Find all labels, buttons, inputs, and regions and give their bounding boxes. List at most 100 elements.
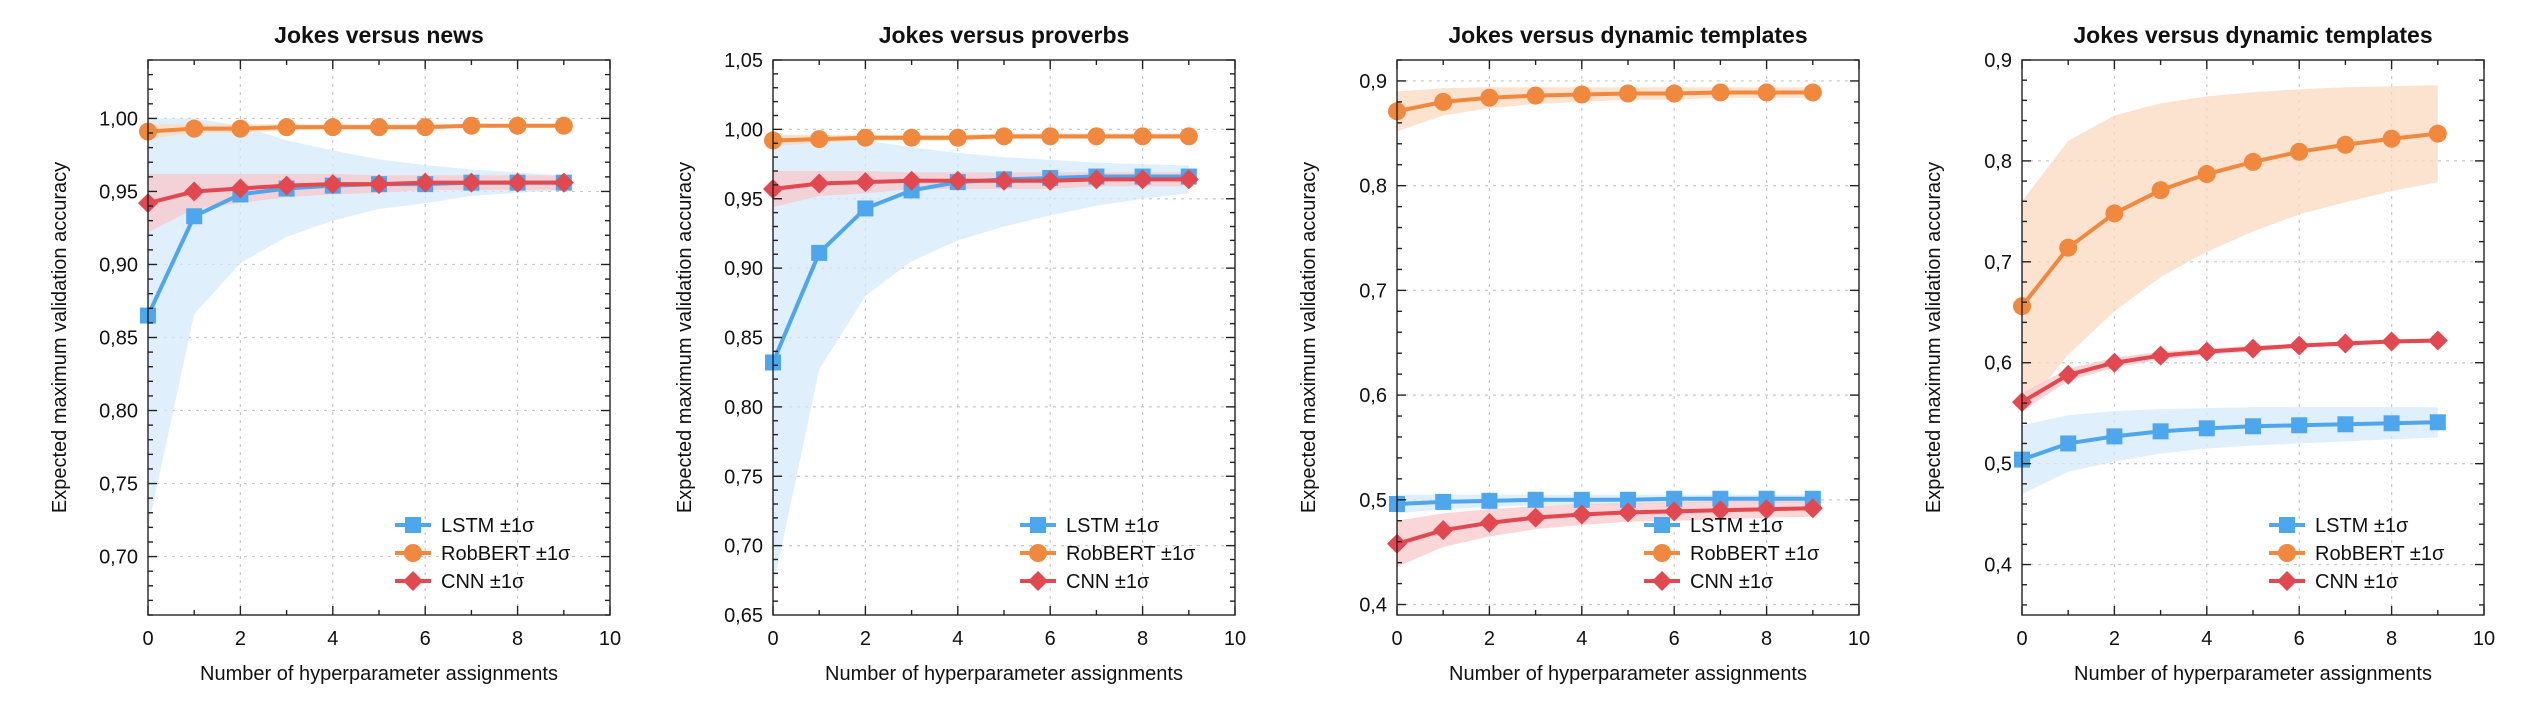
legend-item-lstm: LSTM ±1σ	[1020, 515, 1160, 537]
point-lstm-6	[1666, 490, 1683, 507]
point-robbert-1	[810, 130, 829, 149]
series-line-cnn	[771, 177, 1191, 192]
legend-label: CNN ±1σ	[1066, 571, 1150, 593]
legend-marker	[2277, 571, 2297, 591]
series-line-cnn	[2020, 338, 2440, 405]
legend-label: RobBERT ±1σ	[441, 543, 571, 565]
point-cnn-1	[1433, 520, 1454, 541]
legend-item-cnn: CNN ±1σ	[1644, 571, 1774, 593]
point-lstm-5	[2245, 418, 2261, 435]
point-robbert-6	[416, 118, 435, 137]
x-tick-label: 4	[2201, 628, 2212, 650]
y-axis-label: Expected maximum validation accuracy	[49, 162, 71, 513]
legend: LSTM ±1σ RobBERT ±1σ CNN ±1σ	[2269, 515, 2445, 593]
point-robbert-3	[277, 118, 296, 137]
x-tick-label: 0	[142, 628, 153, 650]
legend-item-cnn: CNN ±1σ	[2269, 571, 2399, 593]
point-cnn-8	[2381, 331, 2402, 352]
x-tick-label: 6	[420, 628, 431, 650]
point-cnn-7	[2335, 333, 2356, 354]
point-robbert-7	[462, 116, 481, 135]
legend: LSTM ±1σ RobBERT ±1σ CNN ±1σ	[1644, 515, 1820, 593]
point-cnn-5	[1618, 502, 1638, 523]
y-tick-label: 0,5	[1984, 454, 2012, 476]
series-line-robbert	[146, 123, 566, 134]
y-tick-label: 0,5	[1359, 490, 1387, 512]
point-robbert-5	[2244, 152, 2262, 171]
point-cnn-8	[1756, 499, 1777, 520]
point-cnn-1	[184, 181, 205, 202]
point-cnn-7	[461, 172, 482, 193]
point-robbert-3	[902, 128, 921, 147]
series-line-lstm	[2020, 420, 2440, 462]
y-tick-label: 0,80	[99, 401, 138, 423]
legend-label: CNN ±1σ	[441, 571, 525, 593]
chart-panel-3: 0 2 4 6 8 10 0,4 0,5 0,6 0,7 0,8 0,9 Jokes versus dy…	[1298, 22, 1870, 685]
chart-panel-2: 0 2 4 6 8 10 0,65 0,70 0,75 0,80 0,85 0,90 0,95 1,00 1…	[674, 22, 1246, 685]
point-cnn-6	[1040, 170, 1061, 191]
x-tick-label: 6	[1669, 628, 1680, 650]
point-robbert-1	[1434, 92, 1453, 111]
y-tick-label: 0,6	[1359, 385, 1387, 407]
x-tick-label: 8	[512, 628, 523, 650]
point-robbert-1	[185, 119, 204, 138]
point-robbert-2	[856, 128, 875, 147]
point-robbert-7	[1087, 127, 1106, 146]
legend-item-lstm: LSTM ±1σ	[395, 515, 535, 537]
y-tick-label: 0,8	[1984, 151, 2012, 173]
legend-label: LSTM ±1σ	[441, 515, 535, 537]
point-robbert-5	[1619, 84, 1637, 103]
x-tick-label: 10	[599, 628, 621, 650]
point-lstm-3	[1527, 491, 1544, 508]
point-lstm-4	[1573, 491, 1590, 508]
point-robbert-8	[508, 116, 527, 135]
point-lstm-6	[2291, 417, 2308, 434]
x-tick-label: 2	[2109, 628, 2120, 650]
legend: LSTM ±1σ RobBERT ±1σ CNN ±1σ	[395, 515, 571, 593]
x-tick-label: 8	[1761, 628, 1772, 650]
legend-marker	[1028, 571, 1048, 591]
x-tick-label: 4	[327, 628, 338, 650]
point-cnn-4	[2196, 341, 2217, 362]
point-lstm-8	[2383, 415, 2400, 432]
legend-marker	[2279, 517, 2295, 533]
x-tick-label: 10	[1848, 628, 1870, 650]
x-tick-label: 10	[1224, 628, 1246, 650]
chart-panel-4: 0 2 4 6 8 10 0,4 0,5 0,6 0,7 0,8 0,9 Jokes versus dy…	[1923, 22, 2495, 685]
point-lstm-1	[811, 244, 828, 261]
legend: LSTM ±1σ RobBERT ±1σ CNN ±1σ	[1020, 515, 1196, 593]
x-tick-label: 2	[860, 628, 871, 650]
point-cnn-6	[415, 172, 436, 193]
point-cnn-5	[994, 170, 1014, 191]
point-cnn-6	[2289, 335, 2310, 356]
series-line-robbert	[771, 134, 1191, 143]
point-robbert-7	[1711, 83, 1730, 102]
y-tick-label: 1,05	[724, 50, 763, 72]
point-robbert-4	[948, 128, 967, 147]
point-robbert-4	[1572, 85, 1591, 104]
y-tick-label: 0,90	[99, 254, 138, 276]
chart-title: Jokes versus news	[274, 22, 484, 48]
legend-item-robbert: RobBERT ±1σ	[1644, 543, 1820, 565]
point-robbert-8	[1133, 127, 1152, 146]
y-tick-label: 0,7	[1984, 252, 2012, 274]
y-tick-label: 0,95	[99, 181, 138, 203]
chart-title: Jokes versus dynamic templates	[2073, 22, 2432, 48]
legend-item-lstm: LSTM ±1σ	[2269, 515, 2409, 537]
x-axis-label: Number of hyperparameter assignments	[2074, 663, 2432, 685]
point-robbert-4	[2197, 165, 2216, 184]
point-lstm-7	[1712, 490, 1729, 507]
x-tick-label: 8	[1137, 628, 1148, 650]
chart-title: Jokes versus dynamic templates	[1448, 22, 1807, 48]
legend-label: LSTM ±1σ	[2315, 515, 2409, 537]
x-axis-label: Number of hyperparameter assignments	[825, 663, 1183, 685]
y-tick-label: 0,75	[724, 466, 763, 488]
point-lstm-1	[186, 208, 203, 225]
point-cnn-5	[369, 174, 389, 195]
legend-label: LSTM ±1σ	[1066, 515, 1160, 537]
point-lstm-2	[1481, 492, 1498, 509]
legend-marker	[2278, 544, 2296, 562]
band-robbert	[2022, 85, 2438, 412]
point-lstm-1	[1435, 493, 1452, 510]
